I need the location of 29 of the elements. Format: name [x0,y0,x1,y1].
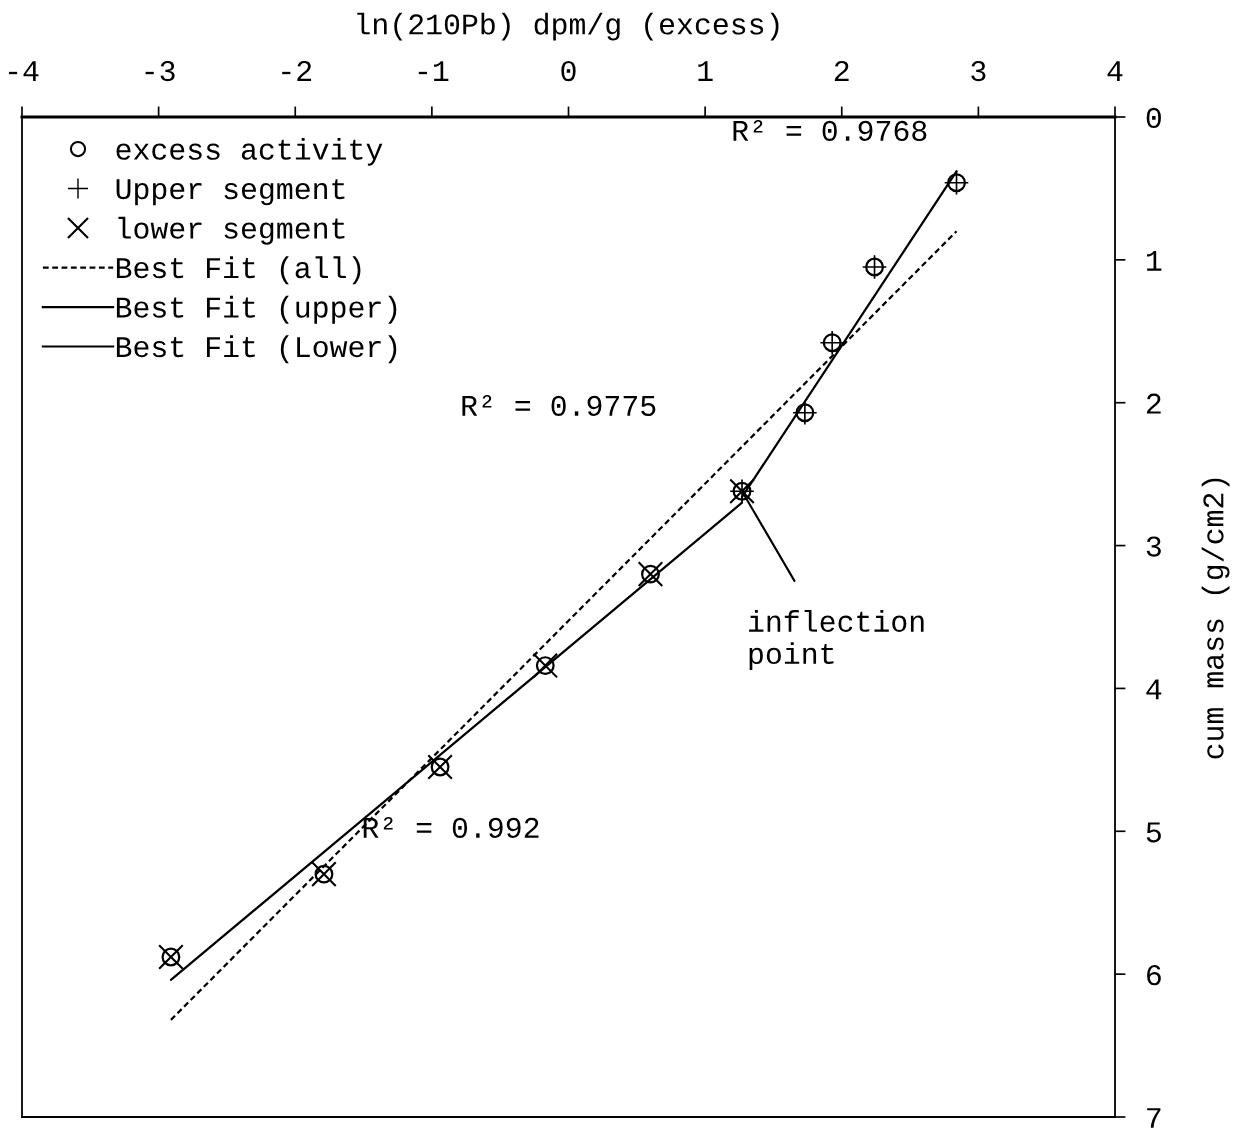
legend-label: Best Fit (upper) [116,295,397,324]
y-tick-label: 2 [1146,393,1161,414]
x-tick-label: -1 [418,61,449,81]
x-tick-label: -2 [282,60,312,81]
annotation: inflection point [749,610,924,670]
legend-label: excess activity [116,137,383,166]
annotation: R² = 0.992 [363,817,539,839]
y-tick-label: 0 [1146,107,1161,129]
x-tick-label: 2 [834,60,849,81]
y-tick-label: 4 [1146,679,1162,700]
x-axis-title: ln(210Pb) dpm/g (excess) [357,12,779,41]
y-tick-label: 7 [1147,1108,1161,1128]
y-tick-label: 1 [1147,251,1162,271]
x-tick-label: 0 [561,60,576,82]
y-tick-label: 6 [1147,964,1161,986]
annotation: R² = 0.9775 [462,395,656,417]
legend-label: Upper segment [116,179,345,206]
y-axis-title: cum mass (g/cm2) [1201,478,1230,759]
x-tick-label: 1 [698,61,713,81]
legend-label: Best Fit (all) [116,256,361,285]
x-tick-label: 3 [971,60,986,82]
y-tick-label: 5 [1146,822,1161,843]
legend-label: lower segment [118,216,345,245]
annotation: R² = 0.9768 [733,120,927,142]
legend-label: Best Fit (Lower) [116,335,397,364]
y-tick-label: 3 [1146,536,1161,557]
x-tick-label: -4 [8,61,39,81]
x-tick-label: 4 [1107,61,1123,81]
x-tick-label: -3 [145,60,175,82]
